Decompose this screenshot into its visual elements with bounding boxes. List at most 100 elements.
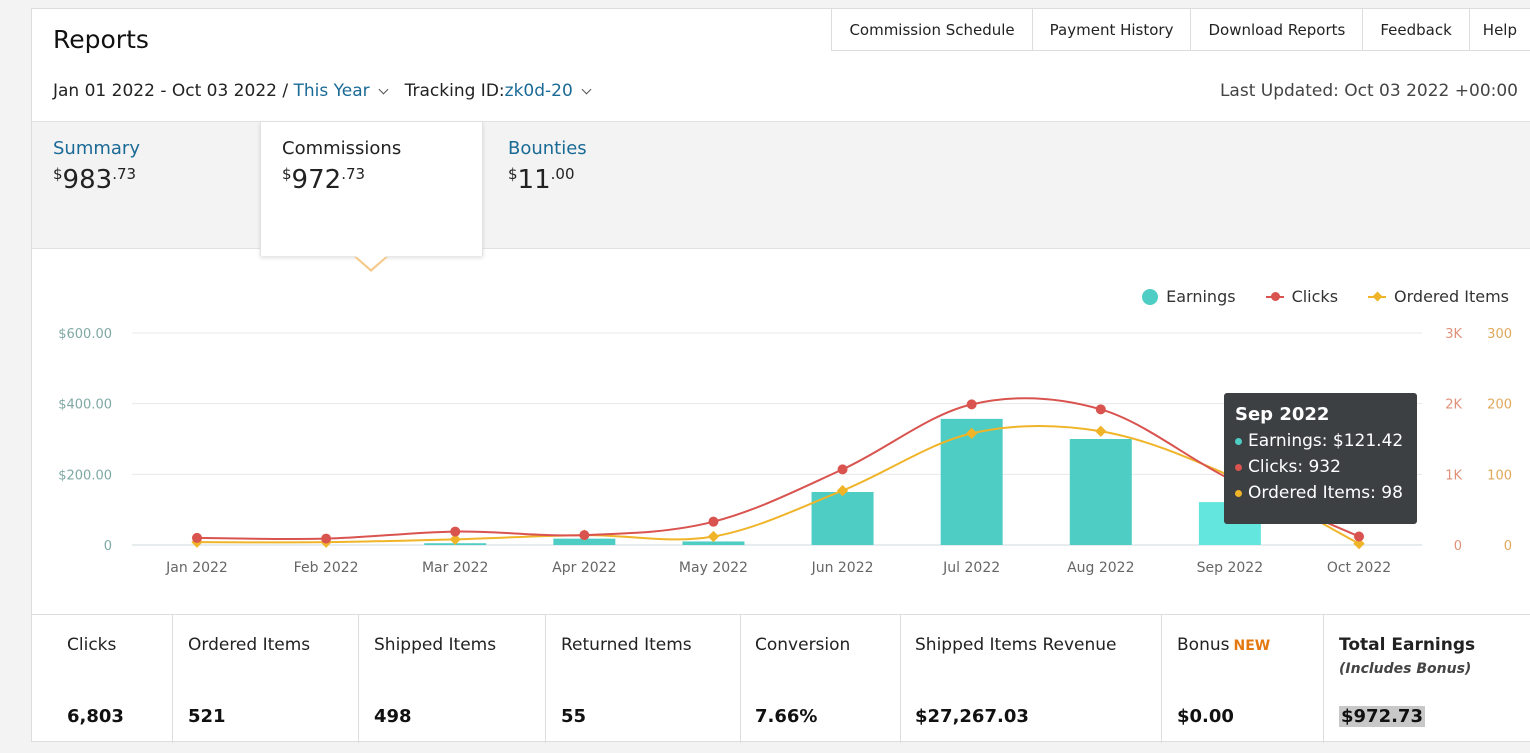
tab-bounties-amount: $11.00 (508, 165, 575, 195)
y-right-ordered-tick-label: 300 (1487, 327, 1512, 342)
clicks-point (708, 516, 719, 527)
stat-clicks: Clicks 6,803 (32, 615, 173, 743)
chart-legend: Earnings Clicks Ordered Items (1112, 287, 1509, 306)
new-badge: NEW (1233, 638, 1271, 654)
x-tick-label: Aug 2022 (1067, 560, 1134, 576)
clicks-line-icon (1265, 291, 1284, 301)
report-tabs: Summary $983.73 Commissions $972.73 Boun… (32, 121, 1530, 256)
page-title: Reports (53, 25, 149, 54)
stat-ordered-items: Ordered Items 521 (173, 615, 359, 743)
top-nav: Commission Schedule Payment History Down… (831, 9, 1530, 51)
tooltip-earnings: Earnings: $121.42 (1235, 431, 1406, 451)
clicks-point (579, 530, 590, 541)
ordered-items-point (1353, 537, 1365, 550)
active-tab-caret-icon (354, 256, 388, 272)
earnings-dot-icon (1142, 288, 1159, 305)
stat-bonus: Bonus NEW $0.00 (1162, 615, 1324, 743)
y-left-tick-label: 0 (104, 539, 112, 554)
stat-shipped-items-value: 498 (374, 706, 412, 727)
y-right-ordered-tick-label: 100 (1487, 468, 1512, 483)
ordered-items-line-icon (1368, 295, 1387, 298)
stat-total-earnings: Total Earnings (Includes Bonus) $972.73 (1324, 615, 1530, 743)
download-reports-button[interactable]: Download Reports (1191, 9, 1364, 50)
stat-shipped-items: Shipped Items 498 (359, 615, 546, 743)
x-tick-label: Jun 2022 (811, 560, 874, 576)
period-dropdown[interactable]: This Year (293, 81, 370, 101)
earnings-bar (553, 538, 616, 545)
tooltip-clicks: Clicks: 932 (1235, 457, 1406, 477)
y-left-tick-label: $600.00 (58, 327, 112, 342)
stat-returned-items: Returned Items 55 (546, 615, 741, 743)
payment-history-button[interactable]: Payment History (1033, 9, 1192, 50)
y-right-ordered-tick-label: 0 (1504, 539, 1512, 554)
y-left-tick-label: $400.00 (58, 398, 112, 413)
tab-summary-label: Summary (53, 138, 140, 159)
stat-shipped-items-revenue-value: $27,267.03 (915, 706, 1029, 727)
clicks-point (837, 464, 848, 475)
x-tick-label: Sep 2022 (1197, 560, 1263, 576)
clicks-point (321, 533, 332, 544)
x-tick-label: May 2022 (679, 560, 748, 576)
stat-shipped-items-revenue: Shipped Items Revenue $27,267.03 (901, 615, 1162, 743)
y-left-tick-label: $200.00 (58, 468, 112, 483)
x-tick-label: Mar 2022 (422, 560, 489, 576)
stat-bonus-value: $0.00 (1177, 706, 1234, 727)
x-tick-label: Feb 2022 (294, 560, 359, 576)
tab-commissions-amount: $972.73 (282, 165, 366, 195)
x-tick-label: Jul 2022 (942, 560, 1000, 576)
stat-returned-items-value: 55 (561, 706, 587, 727)
total-earnings-note: (Includes Bonus) (1339, 661, 1472, 677)
last-updated: Last Updated: Oct 03 2022 +00:00 (1219, 81, 1518, 101)
clicks-point (1354, 531, 1364, 542)
clicks-point (192, 532, 202, 543)
earnings-bar (1069, 439, 1132, 545)
tab-bounties-label: Bounties (508, 138, 587, 159)
commission-schedule-button[interactable]: Commission Schedule (832, 9, 1033, 50)
legend-ordered-items[interactable]: Ordered Items (1368, 287, 1509, 306)
ordered-items-point (1095, 425, 1107, 437)
tab-summary-amount: $983.73 (53, 165, 137, 195)
date-range-label: Jan 01 2022 - Oct 03 2022 / (53, 81, 289, 101)
clicks-point (966, 399, 977, 410)
stats-bar: Clicks 6,803 Ordered Items 521 Shipped I… (32, 614, 1530, 743)
tab-summary[interactable]: Summary $983.73 (32, 122, 260, 250)
ordered-items-line (196, 424, 1360, 545)
x-tick-label: Jan 2022 (165, 560, 228, 576)
chart-tooltip: Sep 2022 Earnings: $121.42 Clicks: 932 O… (1224, 393, 1417, 524)
tracking-id-dropdown[interactable]: zk0d-20 (504, 81, 573, 101)
ordered-items-point (449, 533, 461, 546)
y-right-clicks-tick-label: 3K (1445, 327, 1462, 342)
ordered-items-point (966, 427, 978, 440)
stat-conversion-value: 7.66% (755, 706, 818, 727)
filter-row: Jan 01 2022 - Oct 03 2022 / This Year Tr… (53, 81, 600, 101)
tooltip-title: Sep 2022 (1235, 404, 1330, 425)
legend-earnings[interactable]: Earnings (1142, 287, 1236, 306)
x-tick-label: Apr 2022 (552, 560, 616, 576)
help-button[interactable]: Help (1482, 20, 1517, 39)
clicks-point (450, 526, 461, 537)
tab-commissions-label: Commissions (282, 138, 402, 159)
y-right-ordered-tick-label: 200 (1487, 398, 1512, 413)
clicks-line (196, 397, 1360, 540)
tracking-id-label: Tracking ID: (404, 81, 505, 101)
earnings-bar (682, 541, 745, 545)
y-right-clicks-tick-label: 1K (1445, 468, 1462, 483)
tab-bounties[interactable]: Bounties $11.00 (487, 122, 687, 250)
reports-panel: Reports Commission Schedule Payment Hist… (31, 8, 1530, 743)
stat-clicks-value: 6,803 (67, 706, 124, 727)
earnings-chart: 0 0 0 $200.00 1K 100 $400.00 2K 200 $600.00 3K 300 J… (58, 327, 1512, 576)
stat-conversion: Conversion 7.66% (741, 615, 901, 743)
legend-clicks[interactable]: Clicks (1265, 287, 1338, 306)
y-right-clicks-tick-label: 0 (1454, 539, 1462, 554)
ordered-items-point (707, 530, 720, 543)
feedback-button[interactable]: Feedback (1363, 9, 1470, 50)
x-tick-label: Oct 2022 (1327, 560, 1391, 576)
tab-commissions[interactable]: Commissions $972.73 (260, 122, 483, 256)
tooltip-ordered-items: Ordered Items: 98 (1235, 483, 1406, 503)
stat-ordered-items-value: 521 (188, 706, 226, 727)
y-right-clicks-tick-label: 2K (1445, 398, 1462, 413)
stat-total-earnings-value: $972.73 (1339, 706, 1425, 727)
clicks-point (1095, 404, 1106, 415)
earnings-bar (811, 492, 874, 545)
ordered-items-point (836, 484, 849, 497)
